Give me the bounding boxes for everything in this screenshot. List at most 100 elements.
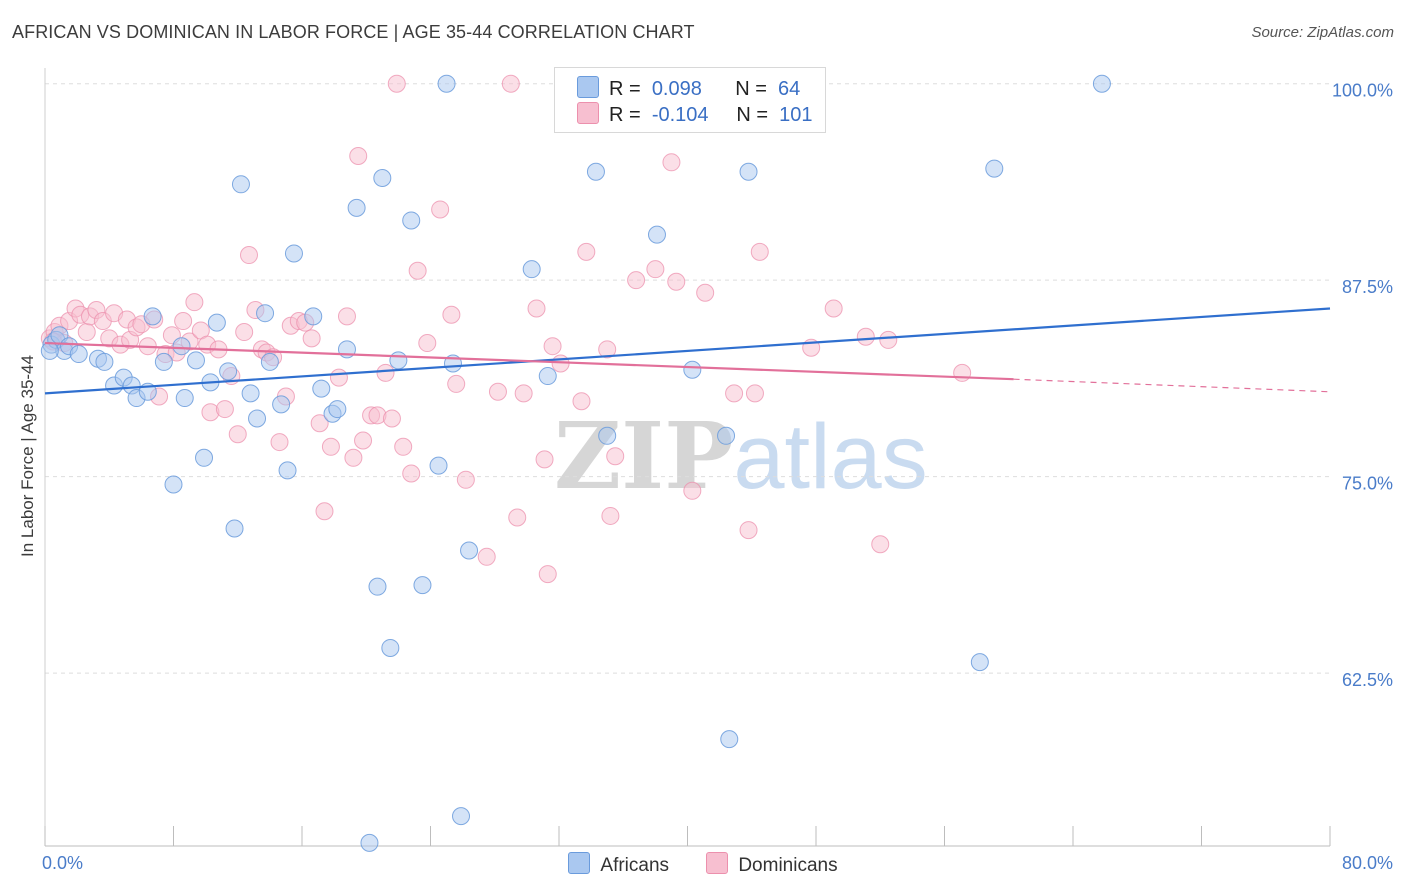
africans-point-57 [717,426,736,445]
dominicans-point-88 [696,283,715,302]
dominicans-point-73 [535,450,554,469]
dominicans-point-60 [402,464,421,483]
dominicans-point-40 [270,433,289,452]
dominicans-point-70 [508,508,527,527]
legend-africans-r-value: 0.098 [651,78,702,100]
x-tick-label-min: 0.0% [42,853,83,873]
dominicans-point-78 [572,392,591,411]
y-tick-label-0: 62.5% [1342,670,1393,690]
watermark-atlas: atlas [733,406,928,508]
dominicans-point-97 [871,535,890,554]
africans-point-21 [207,313,226,332]
africans-point-43 [402,211,421,230]
africans-point-40 [373,169,392,188]
legend-item-dominicans: Dominicans [706,852,838,877]
y-tick-label-1: 75.0% [1342,474,1393,494]
africans-point-42 [389,351,408,370]
africans-point-5 [69,345,88,364]
dominicans-point-98 [879,330,898,349]
africans-point-51 [538,367,557,386]
dominicans-point-84 [646,260,665,279]
dominicans-point-33 [228,425,247,444]
dominicans-point-99 [953,363,972,382]
dominicans-point-49 [329,368,348,387]
africans-point-35 [328,400,347,419]
dominicans-point-68 [488,382,507,401]
legend-africans-label: Africans [600,855,670,876]
dominicans-point-53 [354,431,373,450]
africans-point-15 [164,475,183,494]
legend-row-africans: R = 0.098 N = 64 [577,76,800,100]
chart-title: AFRICAN VS DOMINICAN IN LABOR FORCE | AG… [12,22,695,42]
africans-point-56 [683,360,702,379]
dominicans-legend-swatch [706,852,729,874]
dominicans-point-7 [77,323,96,342]
africans-point-38 [360,833,379,852]
africans-point-26 [248,409,267,428]
dominicans-point-92 [745,384,764,403]
dominicans-point-86 [667,272,686,291]
watermark-zip: ZIP [554,402,734,510]
africans-point-50 [522,260,541,279]
dominicans-trend-extension [1013,378,1331,393]
legend-dominicans-r-value: -0.104 [651,104,709,126]
legend-africans-n-value: 64 [778,78,801,100]
africans-point-41 [381,638,400,657]
africans-point-62 [1092,74,1111,93]
dominicans-point-95 [824,299,843,318]
series-legend: Africans Dominicans [0,852,1406,877]
dominicans-point-80 [598,340,617,359]
africans-point-54 [598,426,617,445]
y-tick-label-2: 87.5% [1342,277,1393,297]
africans-point-46 [437,74,456,93]
dominicans-point-34 [235,323,254,342]
africans-point-19 [195,448,214,467]
x-tick-label-max: 80.0% [1342,853,1393,873]
africans-trend-line [44,307,1331,395]
africans-point-27 [256,304,275,323]
africans-point-29 [272,395,291,414]
dominicans-point-51 [344,448,363,467]
africans-point-45 [429,456,448,475]
africans-point-23 [225,519,244,538]
dominicans-point-93 [750,242,769,261]
dominicans-swatch [577,102,599,124]
africans-point-7 [95,352,114,371]
africans-point-18 [186,351,205,370]
dominicans-point-90 [725,384,744,403]
dominicans-point-75 [543,337,562,356]
dominicans-points [40,74,972,584]
y-tick-labels: 62.5% 75.0% 87.5% 100.0% [1332,81,1393,690]
africans-legend-swatch [568,852,591,874]
dominicans-point-48 [321,437,340,456]
dominicans-point-66 [456,470,475,489]
africans-point-55 [647,225,666,244]
africans-point-44 [413,576,432,595]
dominicans-point-63 [431,200,450,219]
trend-lines [44,307,1331,395]
africans-point-14 [154,352,173,371]
dominicans-point-45 [302,329,321,348]
dominicans-point-74 [538,565,557,584]
dominicans-point-71 [514,384,533,403]
africans-points [40,74,1111,852]
dominicans-point-56 [376,363,395,382]
africans-point-30 [278,461,297,480]
dominicans-point-72 [527,299,546,318]
africans-point-39 [368,577,387,596]
africans-point-17 [172,337,191,356]
dominicans-point-24 [174,312,193,331]
africans-point-49 [460,541,479,560]
africans-point-60 [970,653,989,672]
africans-point-63 [40,341,59,360]
legend-dominicans-n-value: 101 [779,104,813,126]
legend-dominicans-n-label: N = [736,104,769,126]
africans-point-22 [219,362,238,381]
dominicans-point-35 [239,246,258,265]
africans-point-28 [260,352,279,371]
dominicans-point-69 [501,74,520,93]
dominicans-trend-line [44,341,1014,381]
legend-africans-n-label: N = [735,78,767,100]
dominicans-point-52 [349,147,368,166]
